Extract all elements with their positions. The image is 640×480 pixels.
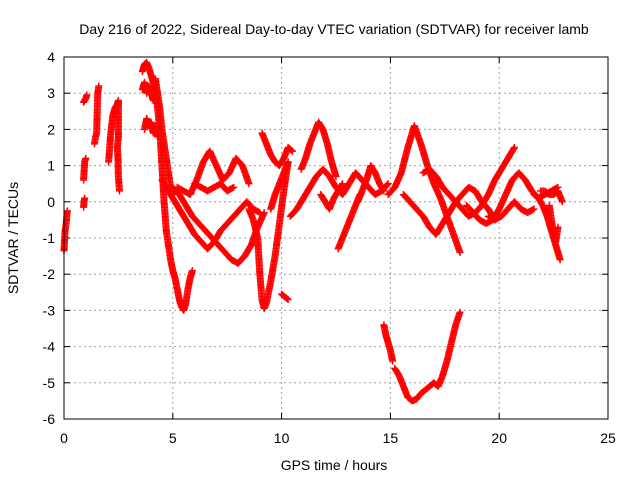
series-c2 bbox=[158, 176, 264, 253]
data-point bbox=[338, 181, 346, 189]
series-h3 bbox=[545, 201, 562, 246]
y-tick-label: 0 bbox=[47, 194, 55, 210]
data-point bbox=[230, 183, 238, 191]
series-e3 bbox=[317, 180, 347, 213]
y-tick-label: -5 bbox=[43, 375, 56, 391]
data-point bbox=[83, 91, 91, 99]
data-point bbox=[384, 180, 392, 188]
data-point bbox=[284, 296, 292, 304]
series-a1 bbox=[60, 207, 71, 255]
series-g5 bbox=[484, 198, 538, 224]
series-e5 bbox=[354, 162, 388, 206]
data-point bbox=[228, 184, 236, 192]
data-point bbox=[456, 308, 464, 316]
series-a6 bbox=[105, 96, 123, 195]
series-c4 bbox=[191, 180, 238, 195]
grid-lines bbox=[64, 57, 608, 419]
y-tick-label: 1 bbox=[47, 158, 55, 174]
data-point bbox=[255, 208, 263, 216]
x-tick-label: 15 bbox=[383, 430, 399, 446]
data-point bbox=[283, 295, 291, 303]
chart-title: Day 216 of 2022, Sidereal Day-to-day VTE… bbox=[79, 21, 589, 37]
series-f1 bbox=[380, 321, 397, 365]
y-tick-label: -4 bbox=[43, 339, 56, 355]
data-point bbox=[456, 248, 464, 256]
data-point bbox=[256, 209, 264, 217]
data-point bbox=[510, 144, 518, 151]
data-point bbox=[63, 207, 71, 215]
series-a2 bbox=[80, 194, 89, 211]
x-tick-label: 0 bbox=[60, 430, 68, 446]
y-tick-label: 3 bbox=[47, 85, 55, 101]
x-axis-label: GPS time / hours bbox=[281, 457, 388, 473]
x-tick-label: 25 bbox=[600, 430, 616, 446]
series-h2 bbox=[537, 187, 566, 206]
y-tick-label: -6 bbox=[43, 411, 56, 427]
series-e4 bbox=[334, 191, 364, 253]
series-d2 bbox=[258, 129, 296, 170]
series-a5 bbox=[90, 82, 103, 148]
data-point bbox=[529, 206, 537, 214]
y-tick-label: -2 bbox=[43, 266, 56, 282]
data-point bbox=[530, 205, 538, 213]
series-g1 bbox=[384, 122, 464, 256]
data-point bbox=[380, 187, 388, 195]
tick-labels: 0 5 10 15 20 25 -6 -5 -4 -3 -2 -1 0 1 2 3 4 bbox=[43, 49, 616, 446]
series-e2 bbox=[297, 118, 340, 180]
data-point bbox=[288, 147, 296, 155]
data-point bbox=[379, 186, 387, 194]
y-axis-label: SDTVAR / TECUs bbox=[5, 182, 21, 294]
data-point bbox=[510, 145, 518, 153]
data-point bbox=[81, 194, 89, 202]
x-tick-label: 5 bbox=[169, 430, 177, 446]
data-point bbox=[115, 187, 123, 195]
data-point bbox=[245, 180, 253, 188]
series-d4 bbox=[278, 290, 292, 304]
y-tick-label: 2 bbox=[47, 121, 55, 137]
series-a3 bbox=[80, 154, 90, 184]
data-point bbox=[287, 146, 295, 154]
data-point bbox=[339, 180, 347, 188]
series-d3 bbox=[267, 158, 292, 213]
series-a4 bbox=[80, 91, 91, 106]
data-point bbox=[558, 198, 566, 206]
x-tick-label: 20 bbox=[491, 430, 507, 446]
y-tick-label: 4 bbox=[47, 49, 55, 65]
data-point bbox=[383, 181, 391, 189]
series-b3 bbox=[141, 115, 164, 141]
data-points bbox=[60, 58, 566, 405]
data-point bbox=[95, 82, 103, 90]
series-f2 bbox=[391, 308, 464, 405]
y-tick-label: -3 bbox=[43, 302, 56, 318]
series-g3 bbox=[419, 144, 518, 220]
x-tick-label: 10 bbox=[274, 430, 290, 446]
y-tick-label: -1 bbox=[43, 230, 56, 246]
data-point bbox=[156, 125, 164, 133]
data-point bbox=[389, 357, 397, 365]
data-point bbox=[332, 172, 340, 180]
data-point bbox=[188, 267, 196, 275]
data-point bbox=[554, 223, 562, 231]
data-point bbox=[556, 256, 564, 264]
series-d1 bbox=[245, 158, 292, 313]
data-point bbox=[284, 158, 292, 166]
data-point bbox=[82, 154, 90, 162]
plot-frame bbox=[63, 56, 609, 420]
